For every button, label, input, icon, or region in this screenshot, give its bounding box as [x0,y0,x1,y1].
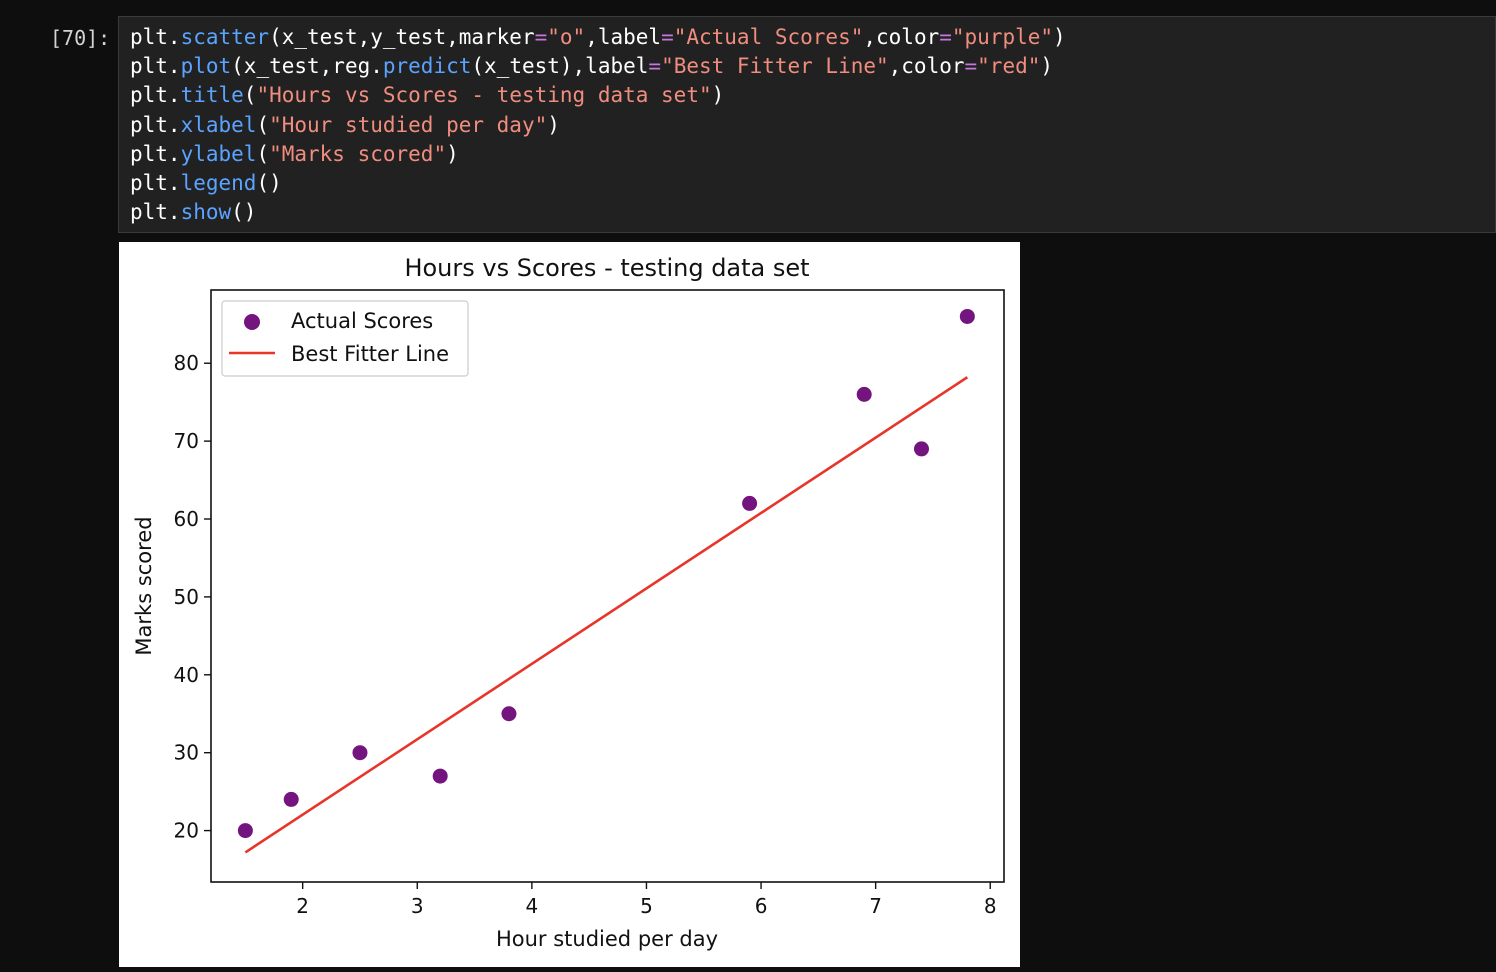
code-token: "purple" [951,25,1054,49]
x-tick-label: 7 [869,894,882,918]
code-token: plot [180,54,232,79]
code-token: "Hour studied per day" [269,112,548,137]
code-line: plt.plot(x_test,reg.predict(x_test),labe… [130,52,1066,81]
legend-label-best-fitter-line: Best Fitter Line [291,342,449,366]
code-token: plt. [130,112,181,137]
code-token: = [661,25,674,49]
code-token: ,label [585,25,662,49]
x-tick-label: 8 [984,894,997,918]
code-token: plt. [130,170,181,195]
scatter-point [501,706,517,722]
cell-execution-count: [70]: [50,26,111,50]
y-tick-label: 80 [174,351,199,375]
code-token: () [256,170,282,195]
axes-frame [210,289,1005,883]
scatter-point [856,386,872,402]
code-token: ) [547,112,560,137]
y-tick-label: 30 [174,741,199,765]
code-token: plt. [130,54,181,79]
code-token: (x_test),label [471,54,649,79]
code-token: "Hours vs Scores - testing data set" [256,83,712,108]
code-cell-editor[interactable]: plt.scatter(x_test,y_test,marker="o",lab… [118,16,1496,233]
code-token: plt. [130,25,181,49]
code-token: () [231,200,257,225]
x-tick-label: 6 [755,894,768,918]
scatter-point [432,768,448,784]
code-token: ) [446,141,459,166]
legend-frame [221,300,469,377]
code-token: "Actual Scores" [673,25,864,49]
code-token: (x_test,reg. [231,54,383,79]
x-tick-label: 3 [411,894,424,918]
y-axis-ticks: 20 30 40 50 60 70 80 [174,351,211,843]
code-token: ylabel [180,141,257,166]
code-token: ,color [863,25,940,49]
code-token: title [180,83,244,108]
code-token: "Marks scored" [269,141,447,166]
code-token: ) [711,83,725,108]
code-token: ( [256,141,270,166]
y-tick-label: 40 [174,663,199,687]
scatter-point [959,308,975,324]
code-line: plt.xlabel("Hour studied per day") [130,111,1066,140]
y-tick-label: 50 [174,585,199,609]
code-token: plt. [130,200,181,225]
y-tick-label: 60 [174,507,199,531]
x-tick-label: 5 [640,894,653,918]
scatter-point [742,495,758,511]
x-axis-ticks: 2 3 4 5 6 7 8 [296,882,997,918]
code-token: ) [1053,25,1066,49]
code-token: = [939,25,952,49]
code-token: ( [256,112,270,137]
code-token: predict [382,54,472,79]
cell-output-area: Hours vs Scores - testing data set 20 30 4… [119,242,1020,967]
code-token: show [180,200,232,225]
code-line: plt.scatter(x_test,y_test,marker="o",lab… [130,23,1066,52]
scatter-point [283,791,299,807]
plot-marks [237,308,975,854]
scatter-point [913,441,929,457]
legend-scatter-marker [244,314,260,330]
y-tick-label: 20 [174,819,199,843]
y-tick-label: 70 [174,429,199,453]
scatter-point [237,823,253,839]
code-token: legend [180,170,257,195]
x-tick-label: 2 [296,894,309,918]
code-token: = [648,54,662,79]
code-token: plt. [130,83,181,108]
code-token: "o" [547,25,586,49]
best-fit-line [244,376,969,854]
legend-label-actual-scores: Actual Scores [291,309,433,333]
code-token: xlabel [180,112,257,137]
code-line: plt.title("Hours vs Scores - testing dat… [130,81,1066,110]
code-token: "red" [977,54,1041,79]
code-token: ,color [888,54,965,79]
x-tick-label: 4 [525,894,538,918]
y-axis-label: Marks scored [132,516,156,655]
scatter-chart: Hours vs Scores - testing data set 20 30 4… [119,242,1020,967]
code-line: plt.ylabel("Marks scored") [130,140,1066,169]
code-token: "Best Fitter Line" [661,54,889,79]
code-token: (x_test,y_test,marker [269,25,535,49]
code-token: scatter [180,25,270,49]
code-token: = [534,25,548,49]
code-token: = [964,54,978,79]
code-token: ) [1040,54,1054,79]
code-token: ( [243,83,257,108]
code-lines: plt.scatter(x_test,y_test,marker="o",lab… [130,23,1066,227]
x-axis-label: Hour studied per day [496,927,718,951]
scatter-point [352,745,368,761]
code-line: plt.show() [130,198,1066,227]
code-token: plt. [130,141,181,166]
chart-legend: Actual Scores Best Fitter Line [221,300,469,377]
code-line: plt.legend() [130,169,1066,198]
chart-title: Hours vs Scores - testing data set [404,254,809,282]
